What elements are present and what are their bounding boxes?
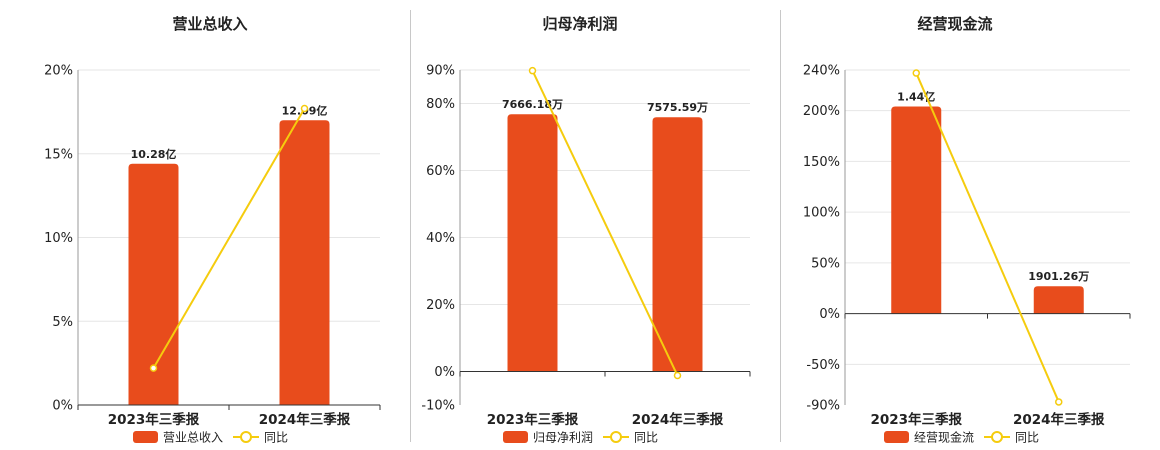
legend-bar-swatch: [133, 431, 158, 443]
bar-value-label: 1901.26万: [1028, 270, 1089, 283]
bar-value-label: 10.28亿: [131, 147, 177, 161]
chart-title: 营业总收入: [172, 15, 247, 33]
legend-bar-label: 营业总收入: [163, 431, 223, 445]
legend-line-marker: [610, 431, 622, 443]
legend-line-marker: [991, 431, 1003, 443]
legend-line-label: 同比: [1015, 431, 1039, 445]
x-tick-label: 2023年三季报: [487, 411, 579, 428]
x-tick-label: 2024年三季报: [259, 411, 351, 428]
line-series: [531, 70, 679, 376]
chart-panel-2: 归母净利润 -10% 0% 20% 40% 60% 80% 90% 7666.18万 7575.5…: [421, 15, 751, 445]
x-tick-label: 2024年三季报: [1013, 411, 1105, 428]
bar-value-label: 7666.18万: [502, 98, 563, 111]
line-point: [673, 371, 682, 380]
chart-title: 经营现金流: [917, 15, 992, 33]
y-tick-label: -50%: [806, 358, 840, 373]
bar-value-label: 7575.59万: [647, 101, 708, 114]
bar: [891, 106, 942, 314]
y-tick-label: 0%: [52, 399, 73, 414]
panel-divider-2: [780, 10, 781, 442]
y-tick-label: 20%: [44, 64, 73, 79]
line-point: [300, 104, 309, 113]
legend-bar-label: 归母净利润: [533, 431, 593, 445]
y-tick-label: 20%: [426, 298, 455, 313]
line-point: [528, 66, 537, 75]
y-tick-label: 15%: [44, 147, 73, 162]
y-tick-label: 40%: [426, 231, 455, 246]
bar: [652, 117, 703, 372]
legend-line-label: 同比: [264, 431, 288, 445]
y-tick-label: -90%: [806, 399, 840, 414]
y-tick-label: 5%: [52, 315, 73, 330]
bar: [507, 114, 558, 372]
y-tick-label: 80%: [426, 97, 455, 112]
y-tick-label: 240%: [803, 64, 840, 79]
x-tick-label: 2024年三季报: [632, 411, 724, 428]
legend-bar-label: 经营现金流: [914, 430, 974, 445]
y-tick-label: 0%: [819, 307, 840, 322]
y-tick-label: 200%: [803, 104, 840, 119]
y-tick-label: 10%: [44, 231, 73, 246]
chart-panel-3: 经营现金流-90%-50%0%50%100%150%200%240%1.44亿1…: [803, 15, 1131, 445]
legend-bar-swatch: [503, 431, 528, 443]
y-tick-label: 0%: [434, 365, 455, 380]
chart-title: 归母净利润: [542, 15, 617, 33]
y-tick-label: 90%: [426, 64, 455, 79]
line-point: [1055, 398, 1063, 406]
legend-line-marker: [240, 431, 252, 443]
line-series: [915, 72, 1060, 403]
y-tick-label: 60%: [426, 164, 455, 179]
line-series: [152, 108, 306, 369]
y-tick-label: 50%: [811, 256, 840, 271]
line-point: [912, 69, 920, 77]
y-tick-label: 100%: [803, 206, 840, 221]
legend-bar-swatch: [884, 431, 909, 443]
panel-divider-1: [410, 10, 411, 442]
y-tick-label: 150%: [803, 155, 840, 170]
line-point: [149, 364, 158, 372]
y-tick-label: -10%: [421, 399, 455, 414]
legend-line-label: 同比: [634, 431, 658, 445]
x-tick-label: 2023年三季报: [870, 411, 962, 428]
x-tick-label: 2023年三季报: [108, 411, 200, 428]
bar: [1033, 286, 1084, 314]
chart-panel-1: 营业总收入0%5%10%15%20%10.28亿12.09亿2023年三季报20…: [44, 15, 381, 445]
bar: [279, 120, 330, 405]
